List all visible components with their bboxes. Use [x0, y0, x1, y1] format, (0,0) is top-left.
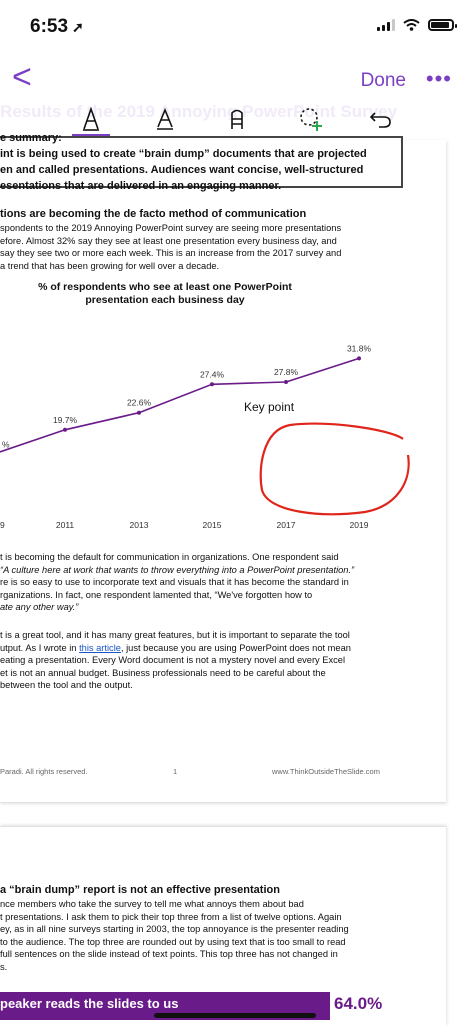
text-line: efore. Almost 32% say they see at least … — [0, 235, 337, 246]
intro-paragraph: spondents to the 2019 Annoying PowerPoin… — [0, 222, 405, 272]
summary-line: int is being used to create “brain dump”… — [0, 148, 367, 160]
summary-line: esentations that are delivered in an eng… — [0, 180, 282, 192]
annoyance-bar-label: peaker reads the slides to us — [0, 996, 179, 1011]
paragraph-3: t is a great tool, and it has many great… — [0, 629, 405, 692]
text-pen-icon[interactable] — [76, 104, 106, 134]
x-tick-label: 2013 — [130, 520, 149, 530]
article-link[interactable]: this article — [79, 642, 121, 653]
footer-website: www.ThinkOutsideTheSlide.com — [272, 767, 380, 776]
x-tick-label: 9 — [0, 520, 5, 530]
status-bar: 6:53 ➚ — [0, 0, 474, 56]
text-line: between the tool and the output. — [0, 680, 133, 690]
text-line: s. — [0, 961, 8, 972]
data-label: 22.6% — [127, 398, 152, 408]
battery-icon — [428, 19, 457, 31]
text-line: nce members who take the survey to tell … — [0, 899, 304, 909]
x-tick-label: 2019 — [350, 520, 369, 530]
nav-bar: < Done ••• — [0, 56, 474, 106]
document-page-1: e summary: int is being used to create “… — [0, 132, 446, 803]
more-options-button[interactable]: ••• — [425, 66, 452, 91]
x-tick-label: 2017 — [277, 520, 296, 530]
text-line: to the audience. The top three are round… — [0, 936, 346, 947]
marker-pen-icon[interactable] — [222, 104, 252, 134]
key-point-annotation: Key point — [244, 400, 295, 414]
data-point — [357, 356, 361, 361]
data-point — [137, 410, 141, 415]
text-line: full sentences on the slide instead of t… — [0, 949, 338, 959]
text-span: , just because you are using PowerPoint … — [120, 642, 351, 653]
summary-heading: e summary: — [0, 132, 62, 144]
annoyance-bar-value: 64.0% — [334, 994, 383, 1013]
data-point — [210, 382, 214, 387]
text-line: t presentations. I ask them to pick thei… — [0, 911, 342, 922]
text-line: spondents to the 2019 Annoying PowerPoin… — [0, 223, 342, 233]
text-line: et is not an annual budget. Business pro… — [0, 667, 326, 678]
chart-title-line: presentation each business day — [85, 294, 245, 306]
series-line — [0, 357, 360, 453]
selected-tool-indicator — [72, 134, 110, 137]
highlighter-pen-icon[interactable] — [150, 104, 180, 134]
annoyance-bar-row: peaker reads the slides to us 64.0% — [0, 992, 474, 1025]
summary-box: e summary: int is being used to create “… — [0, 132, 403, 192]
data-label: % — [2, 440, 10, 450]
text-line: a trend that has been growing for well o… — [0, 260, 220, 271]
text-line: “A culture here at work that wants to th… — [0, 564, 355, 575]
chart-title: % of respondents who see at least one Po… — [0, 281, 330, 307]
footer-copyright: Paradi. All rights reserved. — [0, 767, 88, 776]
paragraph-2: t is becoming the default for communicat… — [0, 551, 405, 614]
undo-icon[interactable] — [366, 104, 396, 134]
data-point — [284, 380, 288, 384]
data-label: 27.8% — [274, 367, 299, 377]
text-line: re is so easy to use to incorporate text… — [0, 577, 349, 587]
location-arrow-icon: ➚ — [72, 19, 84, 35]
text-line: ate any other way.” — [0, 602, 79, 612]
footer-page-number: 1 — [173, 767, 178, 776]
data-label: 31.8% — [347, 343, 372, 353]
chart-title-line: % of respondents who see at least one Po… — [38, 281, 292, 293]
data-label: 27.4% — [200, 369, 225, 379]
back-button[interactable]: < — [12, 58, 32, 96]
summary-line: en and called presentations. Audiences w… — [0, 164, 364, 176]
line-chart: % 9 19.7% 2011 22.6% 2013 27.4% 2015 27.8% 2017 31… — [0, 343, 410, 530]
clock: 6:53 ➚ — [30, 16, 84, 37]
data-point — [63, 427, 67, 432]
cellular-signal-icon — [377, 19, 395, 31]
text-span: utput. As I wrote in — [0, 642, 80, 653]
x-tick-label: 2015 — [203, 520, 222, 530]
wifi-icon — [403, 19, 420, 31]
text-line: utput. As I wrote in this article, just … — [0, 642, 405, 655]
text-line: say they see two or more each week. This… — [0, 248, 342, 258]
data-label: 19.7% — [53, 415, 78, 425]
text-line: eating a presentation. Every Word docume… — [0, 655, 346, 665]
drawing-toolbar: Results of the 2019 Annoying PowerPoint … — [0, 102, 474, 140]
hand-drawn-circle-annotation — [259, 422, 410, 516]
text-line: t is becoming the default for communicat… — [0, 552, 339, 562]
done-button[interactable]: Done — [360, 70, 406, 91]
status-icons — [377, 19, 457, 31]
x-tick-label: 2011 — [56, 520, 75, 530]
section-heading: a “brain dump” report is not an effectiv… — [0, 884, 280, 896]
page2-paragraph: nce members who take the survey to tell … — [0, 898, 405, 973]
text-line: t is a great tool, and it has many great… — [0, 630, 350, 640]
text-line: ey, as in all nine surveys starting in 2… — [0, 924, 349, 934]
document-title-ghost: Results of the 2019 Annoying PowerPoint … — [0, 102, 398, 121]
section-heading: tions are becoming the de facto method o… — [0, 208, 307, 220]
text-line: rganizations. In fact, one respondent la… — [0, 589, 313, 600]
home-indicator[interactable] — [154, 1013, 316, 1018]
lasso-add-icon[interactable] — [296, 104, 326, 134]
